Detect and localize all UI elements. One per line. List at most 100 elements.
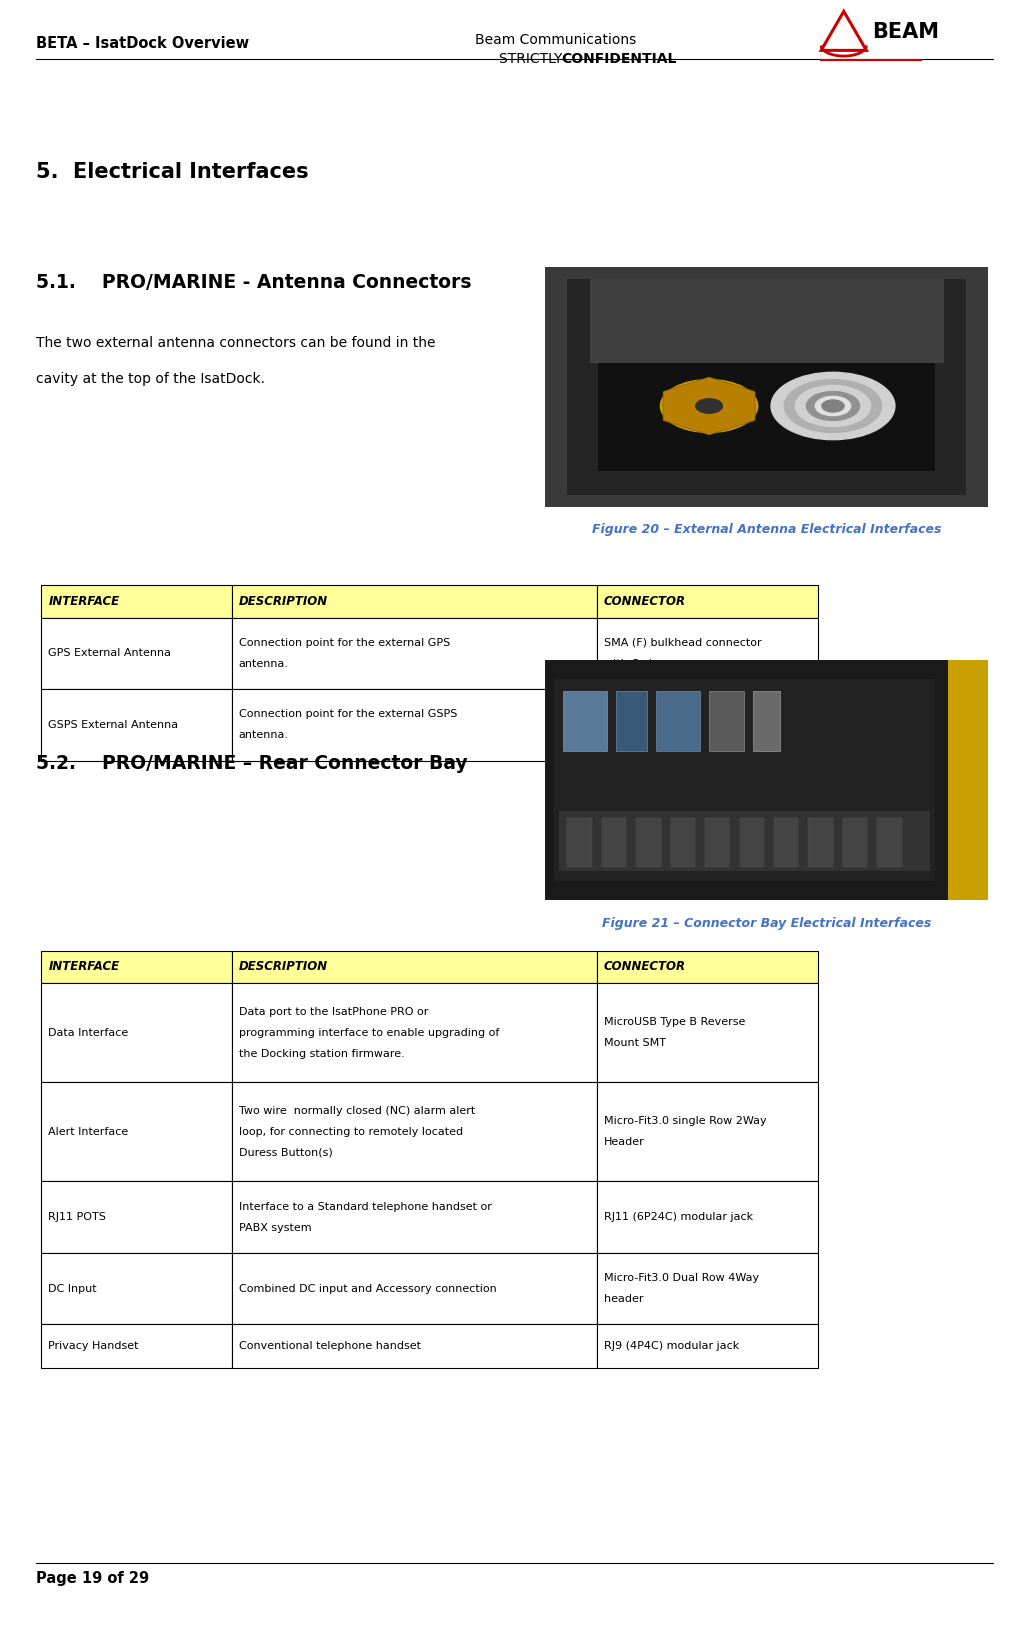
Circle shape: [676, 388, 742, 424]
Text: Connection point for the external GSPS: Connection point for the external GSPS: [239, 708, 457, 720]
Text: with O-ring: with O-ring: [604, 658, 666, 669]
Text: Figure 21 – Connector Bay Electrical Interfaces: Figure 21 – Connector Bay Electrical Int…: [602, 916, 931, 929]
Bar: [597, 1082, 818, 1181]
Circle shape: [822, 400, 844, 413]
Text: CONFIDENTIAL: CONFIDENTIAL: [561, 52, 676, 67]
Bar: [563, 691, 607, 751]
Bar: [597, 951, 818, 983]
Bar: [671, 819, 695, 866]
Text: The two external antenna connectors can be found in the: The two external antenna connectors can …: [36, 336, 435, 351]
Bar: [232, 585, 597, 618]
Text: loop, for connecting to remotely located: loop, for connecting to remotely located: [239, 1126, 463, 1138]
Bar: [705, 819, 730, 866]
Circle shape: [689, 395, 729, 416]
Text: STRICTLY: STRICTLY: [499, 52, 567, 67]
Text: Alert Interface: Alert Interface: [48, 1126, 129, 1138]
Text: 5.  Electrical Interfaces: 5. Electrical Interfaces: [36, 162, 309, 182]
Text: 5.2.    PRO/MARINE – Rear Connector Bay: 5.2. PRO/MARINE – Rear Connector Bay: [36, 754, 467, 773]
Text: CONNECTOR: CONNECTOR: [604, 960, 686, 973]
Text: GSPS External Antenna: GSPS External Antenna: [48, 720, 178, 730]
Bar: [590, 278, 944, 362]
Bar: [753, 691, 780, 751]
Bar: [599, 302, 934, 471]
Text: Header: Header: [604, 1138, 645, 1147]
Text: Beam Communications: Beam Communications: [475, 32, 636, 47]
Text: DC Input: DC Input: [48, 1284, 97, 1294]
Circle shape: [771, 372, 895, 440]
Text: Mount SMT: Mount SMT: [604, 1038, 666, 1048]
Text: PABX system: PABX system: [239, 1222, 312, 1233]
Bar: [740, 819, 764, 866]
Text: Privacy Handset: Privacy Handset: [48, 1341, 139, 1352]
Text: TNC (F) bulkhead connector: TNC (F) bulkhead connector: [604, 708, 760, 720]
Text: RJ11 POTS: RJ11 POTS: [48, 1212, 106, 1222]
Text: Figure 20 – External Antenna Electrical Interfaces: Figure 20 – External Antenna Electrical …: [592, 523, 942, 536]
Text: CONNECTOR: CONNECTOR: [604, 595, 686, 608]
Bar: [774, 819, 799, 866]
Text: BETA – IsatDock Overview: BETA – IsatDock Overview: [36, 36, 249, 50]
Circle shape: [815, 396, 851, 416]
Polygon shape: [663, 377, 755, 436]
Bar: [597, 1181, 818, 1253]
Circle shape: [696, 398, 722, 413]
Bar: [877, 819, 901, 866]
Text: Conventional telephone handset: Conventional telephone handset: [239, 1341, 421, 1352]
Circle shape: [824, 401, 842, 411]
Bar: [709, 691, 744, 751]
Bar: [597, 983, 818, 1082]
Bar: [41, 689, 232, 760]
Bar: [597, 618, 818, 689]
Text: SMA (F) bulkhead connector: SMA (F) bulkhead connector: [604, 637, 761, 648]
Bar: [232, 689, 597, 760]
Bar: [41, 585, 232, 618]
Text: MicroUSB Type B Reverse: MicroUSB Type B Reverse: [604, 1017, 745, 1027]
Text: BEAM: BEAM: [873, 23, 939, 42]
Text: Two wire  normally closed (NC) alarm alert: Two wire normally closed (NC) alarm aler…: [239, 1105, 475, 1116]
Bar: [232, 1181, 597, 1253]
Bar: [41, 1082, 232, 1181]
Bar: [41, 618, 232, 689]
Circle shape: [807, 392, 859, 421]
Bar: [555, 679, 934, 881]
Text: header: header: [604, 1294, 643, 1305]
Text: Micro-Fit3.0 Dual Row 4Way: Micro-Fit3.0 Dual Row 4Way: [604, 1272, 759, 1284]
Text: INTERFACE: INTERFACE: [48, 960, 119, 973]
Bar: [568, 819, 592, 866]
Text: Interface to a Standard telephone handset or: Interface to a Standard telephone handse…: [239, 1201, 492, 1212]
Bar: [843, 819, 867, 866]
Text: Connection point for the external GPS: Connection point for the external GPS: [239, 637, 450, 648]
Circle shape: [661, 380, 757, 432]
Bar: [657, 691, 700, 751]
Bar: [41, 983, 232, 1082]
Bar: [597, 1253, 818, 1324]
Text: GPS External Antenna: GPS External Antenna: [48, 648, 172, 658]
Text: 5.1.    PRO/MARINE - Antenna Connectors: 5.1. PRO/MARINE - Antenna Connectors: [36, 273, 471, 292]
Text: Duress Button(s): Duress Button(s): [239, 1147, 332, 1159]
Bar: [636, 819, 661, 866]
Bar: [809, 819, 832, 866]
Circle shape: [700, 401, 718, 411]
Bar: [41, 1253, 232, 1324]
Bar: [232, 951, 597, 983]
Bar: [232, 1253, 597, 1324]
Text: DESCRIPTION: DESCRIPTION: [239, 960, 328, 973]
Bar: [597, 689, 818, 760]
Bar: [232, 983, 597, 1082]
Bar: [232, 1082, 597, 1181]
Bar: [602, 819, 627, 866]
Bar: [232, 1324, 597, 1368]
Bar: [41, 1181, 232, 1253]
Bar: [616, 691, 647, 751]
Text: INTERFACE: INTERFACE: [48, 595, 119, 608]
Text: DESCRIPTION: DESCRIPTION: [239, 595, 328, 608]
Text: Page 19 of 29: Page 19 of 29: [36, 1571, 149, 1586]
Bar: [597, 585, 818, 618]
Text: antenna.: antenna.: [239, 658, 289, 669]
Text: Combined DC input and Accessory connection: Combined DC input and Accessory connecti…: [239, 1284, 496, 1294]
Text: Data port to the IsatPhone PRO or: Data port to the IsatPhone PRO or: [239, 1006, 428, 1017]
Bar: [597, 1324, 818, 1368]
Text: Micro-Fit3.0 single Row 2Way: Micro-Fit3.0 single Row 2Way: [604, 1116, 767, 1126]
Text: antenna.: antenna.: [239, 730, 289, 741]
Bar: [559, 811, 930, 871]
Text: the Docking station firmware.: the Docking station firmware.: [239, 1048, 404, 1060]
